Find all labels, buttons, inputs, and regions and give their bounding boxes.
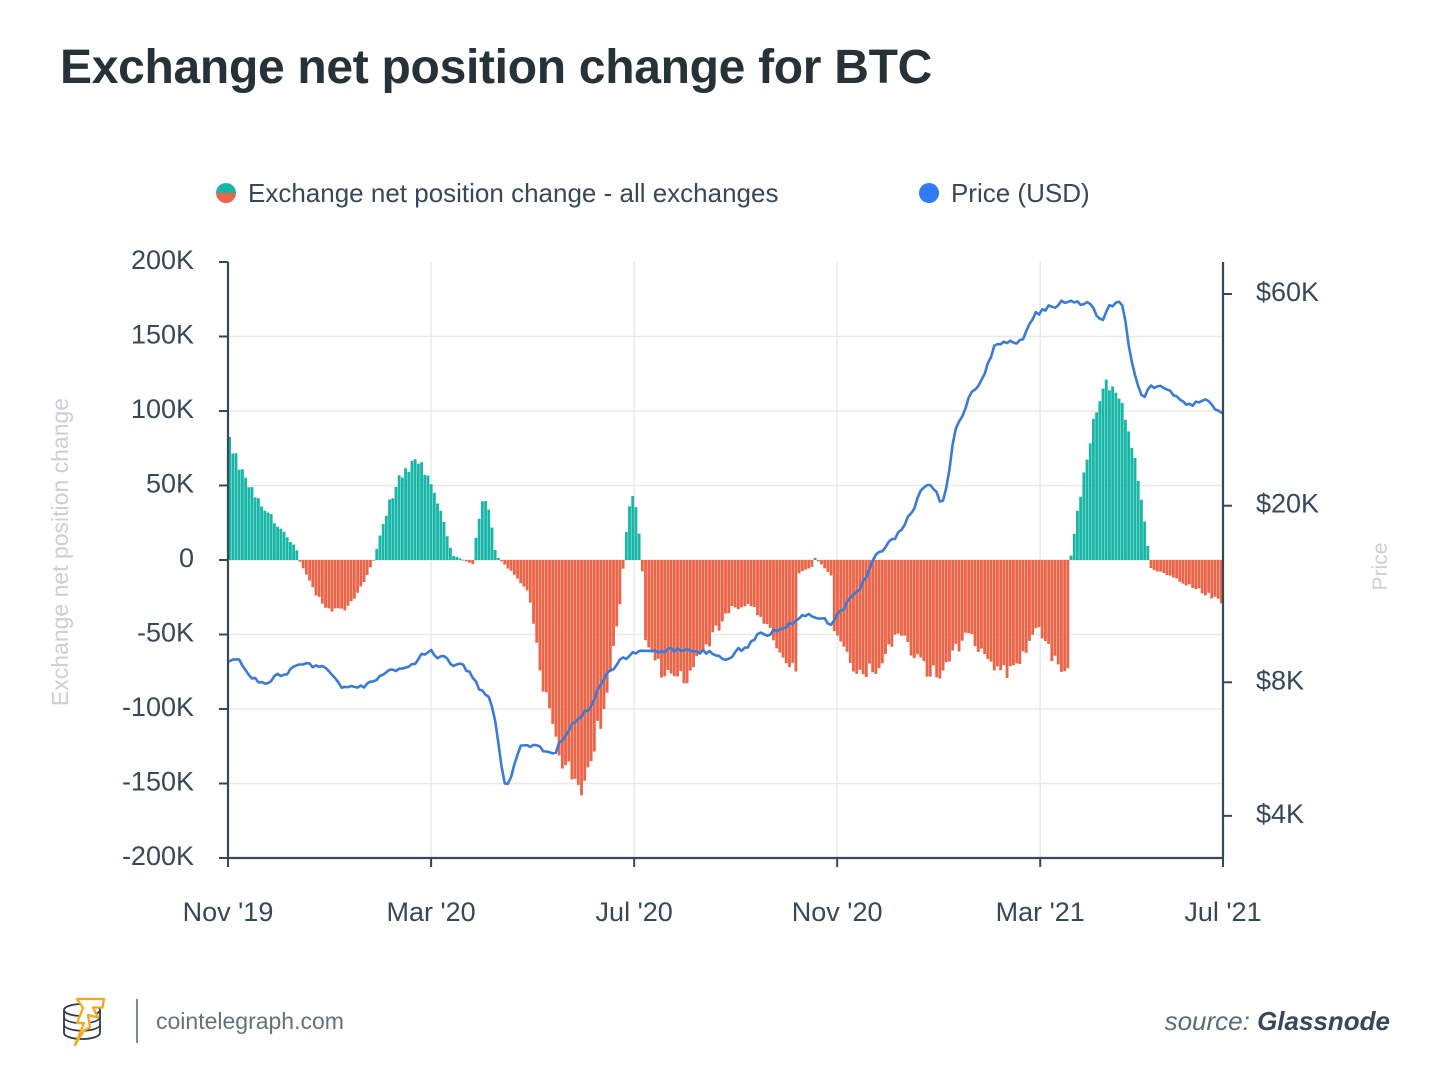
svg-text:200K: 200K — [131, 245, 194, 275]
svg-text:Nov '20: Nov '20 — [792, 897, 883, 927]
svg-text:100K: 100K — [131, 394, 194, 424]
svg-text:0: 0 — [179, 543, 194, 573]
svg-text:-50K: -50K — [137, 618, 194, 648]
svg-text:150K: 150K — [131, 320, 194, 350]
svg-text:-200K: -200K — [122, 841, 194, 871]
svg-text:$20K: $20K — [1256, 489, 1319, 519]
svg-text:50K: 50K — [146, 469, 194, 499]
svg-text:-150K: -150K — [122, 767, 194, 797]
svg-text:Nov '19: Nov '19 — [183, 897, 274, 927]
svg-text:Mar '20: Mar '20 — [386, 897, 475, 927]
svg-text:$8K: $8K — [1256, 665, 1304, 695]
svg-text:-100K: -100K — [122, 692, 194, 722]
svg-text:Mar '21: Mar '21 — [996, 897, 1085, 927]
svg-text:$4K: $4K — [1256, 799, 1304, 829]
svg-text:$60K: $60K — [1256, 277, 1319, 307]
svg-text:Jul '21: Jul '21 — [1184, 897, 1261, 927]
svg-text:Jul '20: Jul '20 — [596, 897, 673, 927]
